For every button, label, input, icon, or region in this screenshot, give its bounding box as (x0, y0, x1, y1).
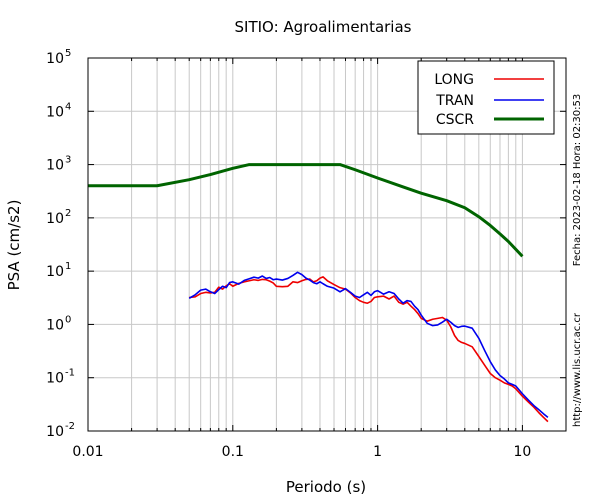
legend: LONG TRAN CSCR (417, 60, 555, 135)
y-tick-exponent: 4 (65, 101, 71, 112)
y-tick-label: 10 (46, 317, 64, 333)
plot-frame (87, 57, 567, 432)
grid (88, 58, 566, 431)
y-tick-label: 10 (46, 158, 64, 174)
website-text: http://www.lis.ucr.ac.cr (572, 312, 583, 427)
legend-box (417, 60, 555, 135)
series-layer (88, 163, 549, 423)
timestamp-text: Fecha: 2023-02-18 Hora: 02:30:53 (572, 94, 583, 267)
y-tick-label: 10 (46, 424, 64, 440)
y-tick-label: 10 (46, 51, 64, 67)
legend-label-long: LONG (434, 72, 474, 88)
tick-marks (87, 57, 567, 432)
y-tick-exponent: 2 (65, 208, 71, 219)
y-tick-exponent: -2 (65, 421, 75, 432)
y-tick-exponent: 5 (65, 48, 71, 59)
x-tick-label: 10 (513, 444, 531, 460)
x-tick-label: 1 (373, 444, 382, 460)
y-tick-exponent: 0 (65, 314, 71, 325)
x-tick-label: 0.01 (72, 444, 103, 460)
y-tick-label: 10 (46, 104, 64, 120)
y-tick-exponent: 3 (65, 155, 71, 166)
long-series-line (189, 276, 549, 423)
legend-label-cscr: CSCR (436, 112, 474, 128)
y-tick-exponent: -1 (65, 368, 75, 379)
y-tick-label: 10 (46, 211, 64, 227)
x-tick-labels: 0.01 0.1 1 10 (72, 444, 531, 460)
x-axis-label: Periodo (s) (286, 478, 366, 496)
cscr-series-line (88, 163, 524, 258)
y-axis-label: PSA (cm/s2) (5, 200, 23, 291)
y-tick-exponent: 1 (65, 261, 71, 272)
chart-title: SITIO: Agroalimentarias (235, 18, 412, 36)
legend-label-tran: TRAN (435, 93, 474, 109)
y-tick-label: 10 (46, 264, 64, 280)
y-tick-label: 10 (46, 371, 64, 387)
tran-series-line (188, 271, 549, 419)
x-tick-label: 0.1 (222, 444, 244, 460)
